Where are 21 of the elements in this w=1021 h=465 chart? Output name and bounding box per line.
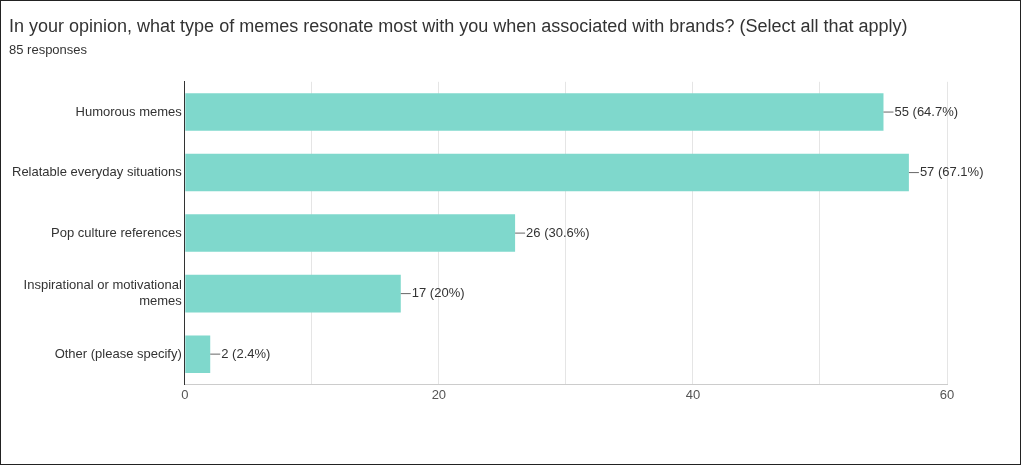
x-tick-label: 20 (431, 386, 447, 402)
x-tick-label: 0 (181, 386, 189, 402)
y-tick-label: Humorous memes (75, 103, 183, 119)
text: 85 responses (8, 41, 89, 59)
bar (185, 335, 211, 373)
data-label: 2 (2.4%) (221, 345, 271, 361)
data-label: 57 (67.1%) (919, 164, 984, 180)
data-label: 55 (64.7%) (894, 103, 959, 119)
y-tick-label: Other (please specify) (54, 345, 182, 361)
bar (185, 153, 909, 192)
chart-title: In your opinion, what type of memes resonate most with you when associated with brands? (Select all that apply) (8, 15, 909, 38)
bar (185, 214, 516, 252)
y-tick-label: Inspirational or motivational memes (23, 277, 183, 308)
x-tick-label: 60 (939, 386, 955, 402)
data-label: 26 (30.6%) (526, 224, 590, 240)
x-tick-label: 40 (685, 386, 701, 402)
y-tick-label: Pop culture references (51, 224, 183, 240)
bar (185, 93, 884, 131)
bar (185, 274, 401, 313)
y-tick-label: Relatable everyday situations (11, 164, 183, 180)
data-label: 17 (20%) (411, 285, 465, 301)
